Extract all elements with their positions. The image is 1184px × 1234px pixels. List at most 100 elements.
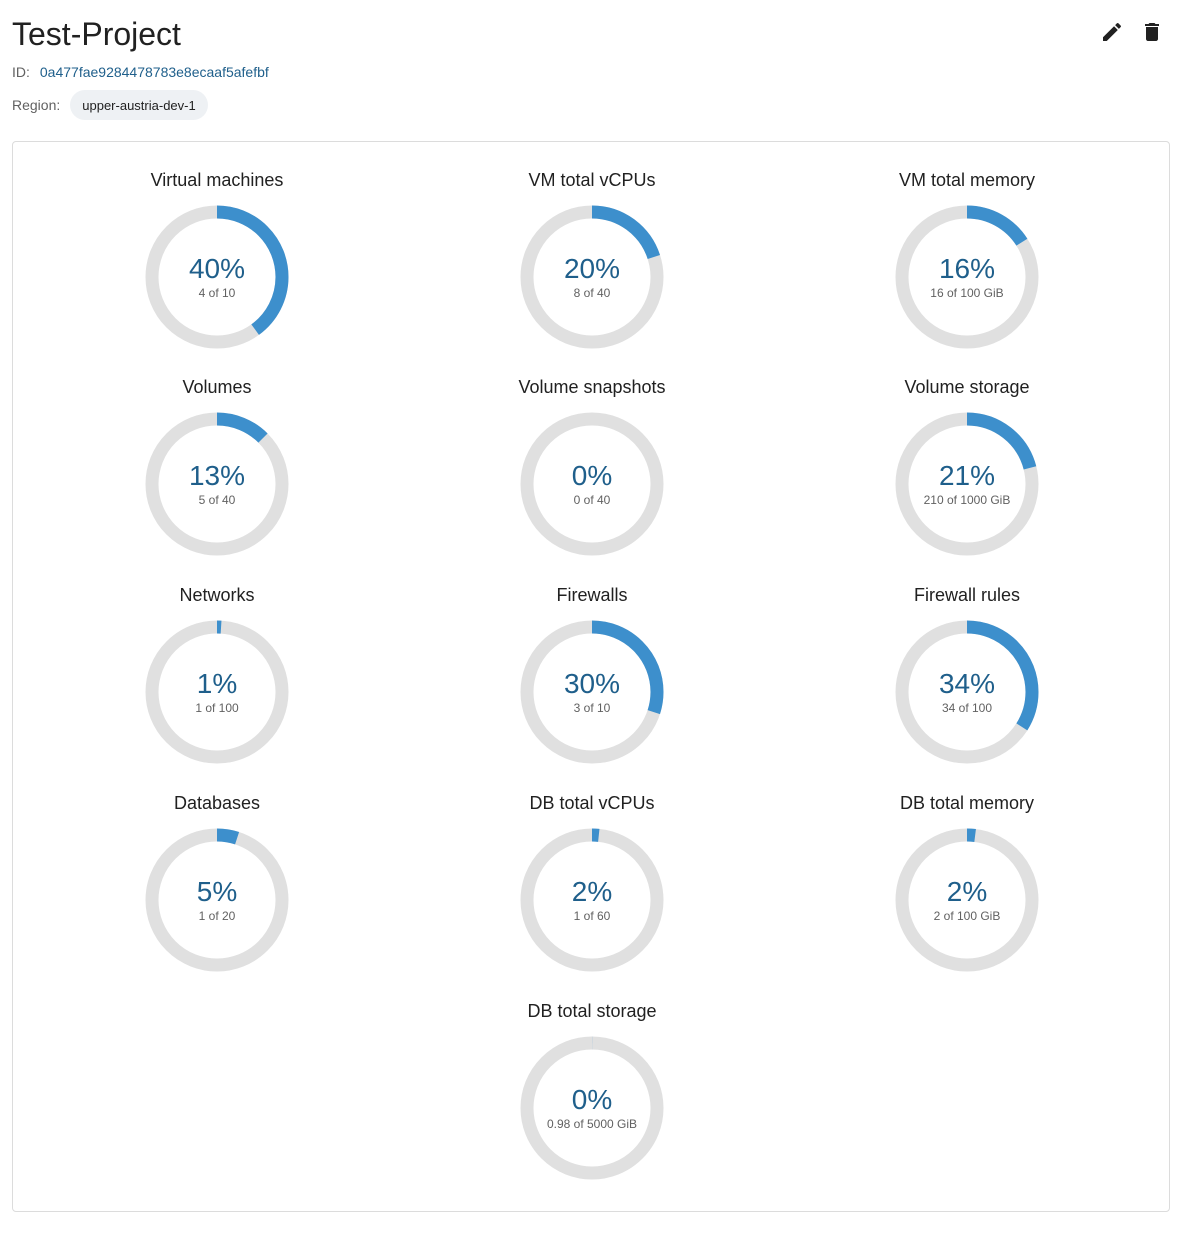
gauge-title: Databases	[173, 793, 261, 813]
gauge-track	[520, 412, 664, 556]
gauge-ring	[895, 412, 1039, 556]
quota-gauge-vm-total-memory: VM total memory 16% 16 of 100 GiB	[847, 152, 1087, 352]
gauge-percent: 2%	[946, 876, 988, 907]
gauge-ring	[895, 620, 1039, 764]
gauge-percent: 30%	[563, 668, 621, 699]
quota-gauge-databases: Databases 5% 1 of 20	[97, 775, 337, 975]
gauge-percent: 21%	[938, 460, 996, 491]
gauge-center: 1% 1 of 100	[144, 619, 290, 765]
gauge-arc	[145, 205, 289, 349]
gauge-arc	[520, 828, 664, 972]
project-id-value[interactable]: 0a477fae9284478783e8ecaaf5afefbf	[39, 64, 269, 80]
gauge-center: 30% 3 of 10	[519, 619, 665, 765]
gauge-title: DB total storage	[527, 1001, 657, 1021]
gauge-ring	[520, 412, 664, 556]
quota-gauge-vm-total-vcpus: VM total vCPUs 20% 8 of 40	[472, 152, 712, 352]
quota-gauge-volume-storage: Volume storage 21% 210 of 1000 GiB	[847, 359, 1087, 559]
project-id-row: ID: 0a477fae9284478783e8ecaaf5afefbf	[12, 64, 269, 80]
edit-icon	[1103, 22, 1122, 41]
header-actions	[1100, 20, 1164, 44]
gauge-arc	[520, 620, 664, 764]
gauge-arc	[145, 828, 289, 972]
gauge-percent: 16%	[938, 253, 996, 284]
gauge-ring	[520, 828, 664, 972]
gauge-ring	[895, 205, 1039, 349]
gauge-ring	[145, 620, 289, 764]
quota-gauge-db-total-storage: DB total storage 0% 0.98 of 5000 GiB	[472, 983, 712, 1183]
gauge-arc	[145, 412, 289, 556]
gauge-detail: 210 of 1000 GiB	[923, 493, 1011, 507]
gauge-title: DB total vCPUs	[529, 793, 655, 813]
gauge-center: 40% 4 of 10	[144, 204, 290, 350]
gauge-arc	[145, 620, 289, 764]
gauge-percent: 5%	[196, 876, 238, 907]
project-region-label: Region:	[12, 97, 61, 113]
gauge-percent: 13%	[188, 460, 246, 491]
quota-gauge-firewalls: Firewalls 30% 3 of 10	[472, 567, 712, 767]
gauge-arc	[895, 412, 1039, 556]
gauge-title: Firewalls	[556, 585, 628, 605]
gauge-detail: 16 of 100 GiB	[930, 286, 1004, 300]
quota-gauge-firewall-rules: Firewall rules 34% 34 of 100	[847, 567, 1087, 767]
gauge-arc	[895, 205, 1039, 349]
gauge-arc	[895, 620, 1039, 764]
delete-icon	[1145, 23, 1159, 41]
gauge-detail: 5 of 40	[198, 493, 236, 507]
gauge-title: Volumes	[182, 377, 252, 397]
quota-gauge-db-total-memory: DB total memory 2% 2 of 100 GiB	[847, 775, 1087, 975]
gauge-center: 0% 0 of 40	[519, 411, 665, 557]
gauge-ring	[520, 1036, 664, 1180]
gauge-percent: 34%	[938, 668, 996, 699]
quota-card: Virtual machines 40% 4 of 10 VM total vC…	[12, 141, 1170, 1212]
gauge-center: 0% 0.98 of 5000 GiB	[519, 1035, 665, 1181]
gauge-title: DB total memory	[899, 793, 1035, 813]
gauge-center: 34% 34 of 100	[894, 619, 1040, 765]
gauge-title: Networks	[179, 585, 255, 605]
gauge-detail: 1 of 100	[195, 701, 239, 715]
gauge-center: 20% 8 of 40	[519, 204, 665, 350]
gauge-title: Volume storage	[904, 377, 1030, 397]
gauge-ring	[145, 828, 289, 972]
gauge-detail: 1 of 60	[573, 909, 611, 923]
quota-gauge-virtual-machines: Virtual machines 40% 4 of 10	[97, 152, 337, 352]
gauge-ring	[520, 205, 664, 349]
gauge-percent: 1%	[196, 668, 238, 699]
gauge-center: 2% 2 of 100 GiB	[894, 827, 1040, 973]
gauge-arc	[520, 205, 664, 349]
gauge-percent: 40%	[188, 253, 246, 284]
gauge-ring	[520, 620, 664, 764]
gauge-detail: 0.98 of 5000 GiB	[546, 1117, 638, 1131]
gauge-percent: 2%	[571, 876, 613, 907]
gauge-title: Volume snapshots	[518, 377, 666, 397]
gauge-center: 2% 1 of 60	[519, 827, 665, 973]
gauge-arc	[520, 1036, 664, 1180]
gauge-detail: 4 of 10	[198, 286, 236, 300]
page-title: Test-Project	[12, 16, 181, 52]
gauge-percent: 20%	[563, 253, 621, 284]
project-id-label: ID:	[12, 64, 30, 80]
gauge-arc	[895, 828, 1039, 972]
gauge-percent: 0%	[571, 460, 613, 491]
gauge-ring	[145, 205, 289, 349]
region-chip: upper-austria-dev-1	[70, 90, 208, 120]
gauge-ring	[895, 828, 1039, 972]
gauge-center: 16% 16 of 100 GiB	[894, 204, 1040, 350]
gauge-title: VM total vCPUs	[528, 170, 656, 190]
gauge-detail: 8 of 40	[573, 286, 611, 300]
gauge-detail: 3 of 10	[573, 701, 611, 715]
gauge-title: Firewall rules	[913, 585, 1021, 605]
gauge-center: 21% 210 of 1000 GiB	[894, 411, 1040, 557]
gauge-title: Virtual machines	[150, 170, 284, 190]
project-region-row: Region: upper-austria-dev-1	[12, 90, 208, 120]
quota-gauge-networks: Networks 1% 1 of 100	[97, 567, 337, 767]
gauge-detail: 2 of 100 GiB	[933, 909, 1001, 923]
gauge-center: 5% 1 of 20	[144, 827, 290, 973]
gauge-detail: 0 of 40	[573, 493, 611, 507]
edit-button[interactable]	[1100, 20, 1124, 44]
quota-gauge-volumes: Volumes 13% 5 of 40	[97, 359, 337, 559]
gauge-detail: 34 of 100	[941, 701, 993, 715]
gauge-center: 13% 5 of 40	[144, 411, 290, 557]
gauge-title: VM total memory	[898, 170, 1036, 190]
quota-gauge-volume-snapshots: Volume snapshots 0% 0 of 40	[472, 359, 712, 559]
delete-button[interactable]	[1140, 20, 1164, 44]
